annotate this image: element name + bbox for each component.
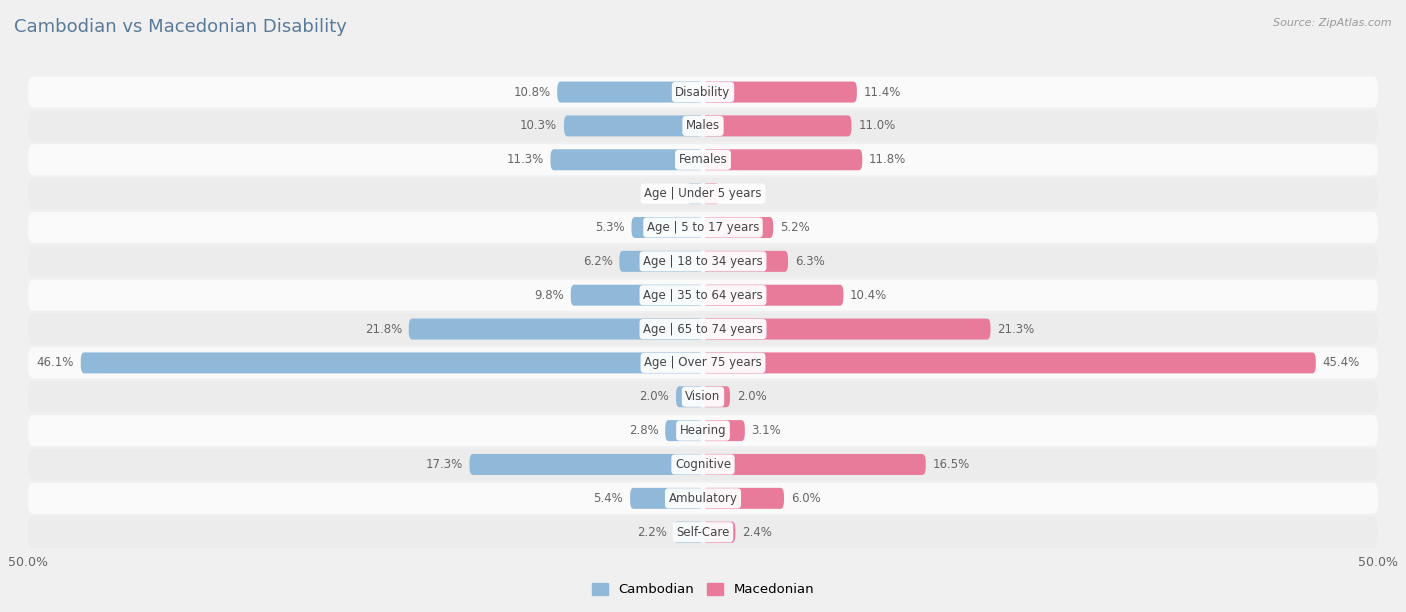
Text: Vision: Vision [685, 390, 721, 403]
Text: 45.4%: 45.4% [1323, 356, 1360, 370]
Text: 10.3%: 10.3% [520, 119, 557, 132]
Text: 17.3%: 17.3% [426, 458, 463, 471]
Text: 21.3%: 21.3% [997, 323, 1035, 335]
FancyBboxPatch shape [409, 319, 703, 340]
Text: 16.5%: 16.5% [932, 458, 970, 471]
FancyBboxPatch shape [686, 183, 703, 204]
FancyBboxPatch shape [703, 149, 862, 170]
FancyBboxPatch shape [28, 517, 1378, 548]
Text: 11.0%: 11.0% [858, 119, 896, 132]
FancyBboxPatch shape [28, 110, 1378, 141]
Text: 6.2%: 6.2% [582, 255, 613, 268]
FancyBboxPatch shape [703, 319, 990, 340]
FancyBboxPatch shape [665, 420, 703, 441]
FancyBboxPatch shape [28, 449, 1378, 480]
FancyBboxPatch shape [703, 488, 785, 509]
FancyBboxPatch shape [28, 313, 1378, 345]
FancyBboxPatch shape [28, 178, 1378, 209]
Text: 11.3%: 11.3% [506, 153, 544, 166]
Text: 10.4%: 10.4% [851, 289, 887, 302]
Text: 2.4%: 2.4% [742, 526, 772, 539]
FancyBboxPatch shape [703, 386, 730, 407]
FancyBboxPatch shape [28, 76, 1378, 108]
Text: Cognitive: Cognitive [675, 458, 731, 471]
FancyBboxPatch shape [703, 420, 745, 441]
Text: Females: Females [679, 153, 727, 166]
Text: 1.2%: 1.2% [650, 187, 681, 200]
Text: 2.8%: 2.8% [628, 424, 658, 437]
FancyBboxPatch shape [28, 144, 1378, 176]
FancyBboxPatch shape [80, 353, 703, 373]
Text: 3.1%: 3.1% [752, 424, 782, 437]
FancyBboxPatch shape [28, 280, 1378, 311]
FancyBboxPatch shape [28, 415, 1378, 446]
Text: Disability: Disability [675, 86, 731, 99]
Text: Hearing: Hearing [679, 424, 727, 437]
Text: Age | 65 to 74 years: Age | 65 to 74 years [643, 323, 763, 335]
Legend: Cambodian, Macedonian: Cambodian, Macedonian [586, 578, 820, 602]
FancyBboxPatch shape [703, 454, 925, 475]
FancyBboxPatch shape [630, 488, 703, 509]
Text: Age | Under 5 years: Age | Under 5 years [644, 187, 762, 200]
Text: Source: ZipAtlas.com: Source: ZipAtlas.com [1274, 18, 1392, 28]
FancyBboxPatch shape [703, 81, 856, 103]
FancyBboxPatch shape [551, 149, 703, 170]
Text: 5.4%: 5.4% [593, 492, 623, 505]
Text: 5.3%: 5.3% [595, 221, 624, 234]
FancyBboxPatch shape [673, 521, 703, 543]
Text: 21.8%: 21.8% [364, 323, 402, 335]
FancyBboxPatch shape [631, 217, 703, 238]
FancyBboxPatch shape [703, 285, 844, 305]
Text: Age | 18 to 34 years: Age | 18 to 34 years [643, 255, 763, 268]
FancyBboxPatch shape [619, 251, 703, 272]
Text: 46.1%: 46.1% [37, 356, 75, 370]
FancyBboxPatch shape [28, 246, 1378, 277]
FancyBboxPatch shape [571, 285, 703, 305]
Text: Males: Males [686, 119, 720, 132]
Text: 6.3%: 6.3% [794, 255, 824, 268]
Text: Age | 35 to 64 years: Age | 35 to 64 years [643, 289, 763, 302]
FancyBboxPatch shape [28, 348, 1378, 378]
Text: Ambulatory: Ambulatory [668, 492, 738, 505]
Text: Cambodian vs Macedonian Disability: Cambodian vs Macedonian Disability [14, 18, 347, 36]
Text: Age | 5 to 17 years: Age | 5 to 17 years [647, 221, 759, 234]
FancyBboxPatch shape [703, 251, 787, 272]
Text: 6.0%: 6.0% [790, 492, 821, 505]
FancyBboxPatch shape [703, 353, 1316, 373]
FancyBboxPatch shape [676, 386, 703, 407]
FancyBboxPatch shape [557, 81, 703, 103]
Text: 2.0%: 2.0% [640, 390, 669, 403]
Text: 10.8%: 10.8% [513, 86, 551, 99]
Text: 11.4%: 11.4% [863, 86, 901, 99]
FancyBboxPatch shape [703, 116, 852, 136]
Text: 11.8%: 11.8% [869, 153, 907, 166]
FancyBboxPatch shape [470, 454, 703, 475]
Text: Age | Over 75 years: Age | Over 75 years [644, 356, 762, 370]
FancyBboxPatch shape [28, 483, 1378, 514]
FancyBboxPatch shape [703, 521, 735, 543]
FancyBboxPatch shape [564, 116, 703, 136]
Text: 9.8%: 9.8% [534, 289, 564, 302]
Text: 2.2%: 2.2% [637, 526, 666, 539]
Text: 2.0%: 2.0% [737, 390, 766, 403]
Text: 5.2%: 5.2% [780, 221, 810, 234]
FancyBboxPatch shape [28, 381, 1378, 412]
Text: Self-Care: Self-Care [676, 526, 730, 539]
FancyBboxPatch shape [703, 183, 720, 204]
Text: 1.2%: 1.2% [725, 187, 756, 200]
FancyBboxPatch shape [703, 217, 773, 238]
FancyBboxPatch shape [28, 212, 1378, 243]
